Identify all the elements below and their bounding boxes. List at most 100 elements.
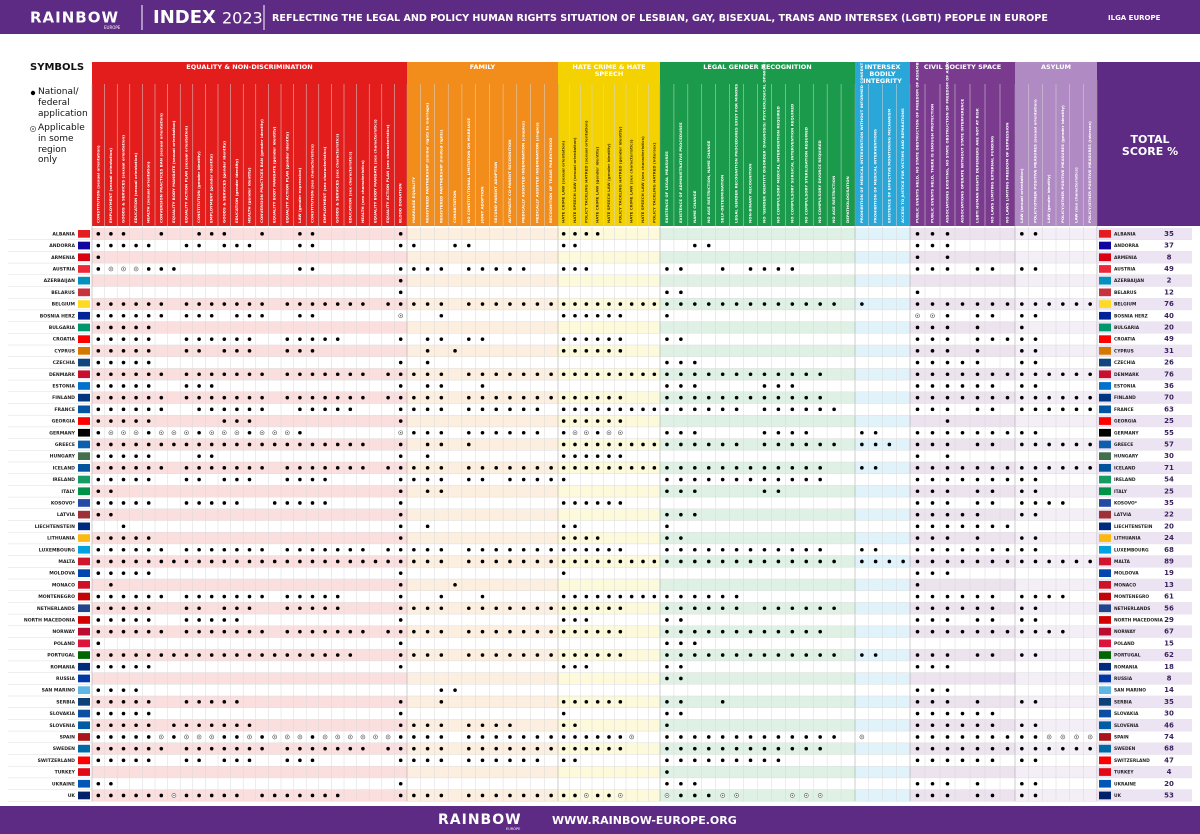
criterion-met: [109, 384, 113, 388]
criterion-met: [209, 746, 214, 751]
criterion-met: [734, 653, 739, 657]
criterion-met: [549, 629, 553, 634]
criterion-met: [573, 618, 577, 622]
criterion-regional-dot: [135, 268, 137, 270]
criterion-met: [439, 384, 444, 388]
criterion-met: [930, 325, 935, 330]
criterion-met: [235, 594, 239, 599]
criterion-regional-dot: [1048, 736, 1050, 738]
criterion-met: [361, 395, 365, 400]
criterion-met: [945, 384, 950, 388]
criterion-met: [748, 477, 753, 482]
criterion-regional-dot: [274, 432, 276, 434]
criterion-met: [734, 395, 739, 400]
criterion-met: [146, 302, 151, 306]
criterion-regional-dot: [337, 736, 339, 738]
criterion-met: [209, 454, 214, 458]
criterion-met: [776, 267, 781, 271]
flag: [78, 452, 90, 460]
criterion-met: [466, 629, 471, 634]
criterion-met: [439, 688, 444, 692]
criterion-met: [990, 477, 995, 482]
score-tint: [1097, 555, 1192, 568]
criterion-met: [960, 547, 965, 552]
criterion-met: [209, 629, 214, 634]
criterion-met: [453, 688, 457, 692]
criterion-met: [96, 512, 101, 517]
criterion-met: [96, 758, 101, 763]
criterion-met: [425, 653, 430, 657]
flag: [1099, 581, 1111, 589]
criterion-met: [679, 290, 683, 295]
criterion-met: [762, 735, 767, 739]
criterion-met: [573, 723, 577, 728]
criterion-met: [762, 758, 767, 763]
criterion-met: [607, 395, 611, 400]
criterion-met: [298, 629, 302, 634]
regional-label: Applicable in some region only: [38, 123, 85, 166]
column-header: HEALTH (sexual orientation): [146, 161, 151, 223]
criterion-met: [665, 395, 669, 400]
criterion-met: [915, 290, 920, 295]
column-header: NO AGE RESTRICTION, NAME CHANGE: [706, 140, 711, 223]
country-name: KOSOVO*: [51, 500, 76, 506]
criterion-regional-dot: [324, 736, 326, 738]
criterion-regional-dot: [805, 794, 807, 797]
criterion-met: [762, 430, 767, 435]
country-name: MONACO: [52, 582, 75, 588]
criterion-met: [146, 758, 151, 763]
criterion-met: [945, 349, 950, 353]
country-name-right: SAN MARINO: [1114, 688, 1146, 694]
criterion-met: [665, 700, 669, 704]
criterion-met: [323, 629, 327, 634]
country-name: BELARUS: [51, 290, 75, 296]
country-name-right: GERMANY: [1114, 430, 1139, 436]
country-name: NORWAY: [52, 629, 75, 635]
criterion-met: [159, 559, 164, 564]
criterion-met: [453, 583, 457, 587]
criterion-met: [222, 559, 227, 564]
criterion-met: [975, 512, 980, 517]
criterion-met: [1020, 442, 1024, 447]
criterion-met: [146, 606, 151, 611]
criterion-met: [1047, 629, 1051, 634]
criterion-met: [679, 676, 683, 681]
flag: [78, 733, 90, 741]
criterion-met: [1020, 594, 1024, 599]
criterion-met: [412, 243, 416, 248]
criterion-met: [425, 337, 430, 341]
criterion-met: [748, 372, 753, 377]
criterion-met: [584, 302, 589, 306]
criterion-met: [561, 700, 566, 704]
country-name: FRANCE: [54, 407, 75, 413]
criterion-met: [508, 629, 512, 634]
criterion-met: [96, 384, 101, 388]
criterion-met: [945, 653, 950, 657]
criterion-met: [535, 559, 540, 564]
row-tint: [558, 672, 660, 685]
criterion-met: [945, 536, 950, 540]
criterion-met: [285, 758, 290, 763]
criterion-met: [734, 629, 739, 634]
criterion-met: [535, 407, 540, 412]
criterion-met: [466, 653, 471, 657]
country-name-right: UKRAINE: [1114, 781, 1136, 787]
criterion-met: [109, 559, 113, 564]
criterion-met: [595, 629, 600, 634]
country-name-right: FRANCE: [1114, 407, 1134, 413]
criterion-met: [521, 430, 526, 435]
criterion-met: [618, 337, 623, 341]
criterion-met: [573, 407, 577, 412]
criterion-met: [693, 629, 697, 634]
criterion-met: [679, 489, 683, 494]
criterion-met: [298, 337, 302, 341]
criterion-met: [535, 302, 540, 306]
criterion-met: [146, 325, 151, 330]
criterion-met: [398, 360, 403, 365]
criterion-met: [398, 571, 403, 575]
criterion-met: [96, 255, 101, 260]
criterion-met: [595, 430, 600, 435]
row-tint: [407, 579, 558, 591]
criterion-met: [425, 466, 430, 470]
criterion-regional-dot: [122, 268, 125, 270]
